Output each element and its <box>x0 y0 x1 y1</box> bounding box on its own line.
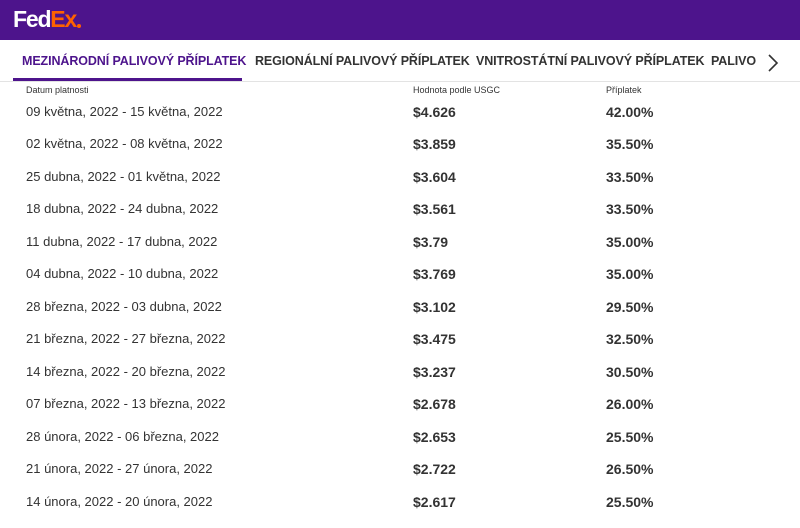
surcharge-percent: 35.00% <box>606 266 654 282</box>
usgc-value: $3.859 <box>413 136 456 152</box>
usgc-value: $3.237 <box>413 364 456 380</box>
date-range: 02 května, 2022 - 08 května, 2022 <box>26 136 223 151</box>
date-range: 14 února, 2022 - 20 února, 2022 <box>26 494 213 509</box>
table-row: 14 března, 2022 - 20 března, 2022 $3.237… <box>0 364 800 396</box>
column-header-date: Datum platnosti <box>26 85 89 95</box>
table-row: 21 února, 2022 - 27 února, 2022 $2.722 2… <box>0 461 800 493</box>
surcharge-percent: 26.50% <box>606 461 654 477</box>
date-range: 21 února, 2022 - 27 února, 2022 <box>26 461 213 476</box>
date-range: 09 května, 2022 - 15 května, 2022 <box>26 104 223 119</box>
date-range: 14 března, 2022 - 20 března, 2022 <box>26 364 226 379</box>
tabs-divider <box>0 81 800 82</box>
usgc-value: $2.678 <box>413 396 456 412</box>
usgc-value: $4.626 <box>413 104 456 120</box>
date-range: 11 dubna, 2022 - 17 dubna, 2022 <box>26 234 218 249</box>
date-range: 28 února, 2022 - 06 března, 2022 <box>26 429 219 444</box>
surcharge-percent: 25.50% <box>606 494 654 510</box>
table-row: 11 dubna, 2022 - 17 dubna, 2022 $3.79 35… <box>0 234 800 266</box>
tab-domestic-fuel-surcharge[interactable]: VNITROSTÁTNÍ PALIVOVÝ PŘÍPLATEK <box>476 54 705 68</box>
table-row: 02 května, 2022 - 08 května, 2022 $3.859… <box>0 136 800 168</box>
surcharge-percent: 30.50% <box>606 364 654 380</box>
active-tab-indicator <box>13 78 242 82</box>
column-header-value: Hodnota podle USGC <box>413 85 501 95</box>
surcharge-percent: 33.50% <box>606 169 654 185</box>
usgc-value: $3.475 <box>413 331 456 347</box>
chevron-right-icon[interactable] <box>760 51 784 75</box>
usgc-value: $3.561 <box>413 201 456 217</box>
usgc-value: $2.722 <box>413 461 456 477</box>
column-header-surcharge: Příplatek <box>606 85 642 95</box>
usgc-value: $2.653 <box>413 429 456 445</box>
surcharge-percent: 33.50% <box>606 201 654 217</box>
table-row: 25 dubna, 2022 - 01 května, 2022 $3.604 … <box>0 169 800 201</box>
date-range: 07 března, 2022 - 13 března, 2022 <box>26 396 226 411</box>
surcharge-percent: 29.50% <box>606 299 654 315</box>
usgc-value: $3.79 <box>413 234 449 250</box>
table-row: 28 února, 2022 - 06 března, 2022 $2.653 … <box>0 429 800 461</box>
usgc-value: $3.102 <box>413 299 456 315</box>
date-range: 18 dubna, 2022 - 24 dubna, 2022 <box>26 201 219 216</box>
fedex-logo[interactable]: FedEx <box>13 5 82 33</box>
date-range: 04 dubna, 2022 - 10 dubna, 2022 <box>26 266 219 281</box>
surcharge-percent: 25.50% <box>606 429 654 445</box>
surcharge-percent: 35.50% <box>606 136 654 152</box>
date-range: 28 března, 2022 - 03 dubna, 2022 <box>26 299 222 314</box>
table-row: 14 února, 2022 - 20 února, 2022 $2.617 2… <box>0 494 800 526</box>
tab-regional-fuel-surcharge[interactable]: REGIONÁLNÍ PALIVOVÝ PŘÍPLATEK <box>255 54 470 68</box>
usgc-value: $3.769 <box>413 266 456 282</box>
chevron-right-glyph <box>768 54 779 72</box>
surcharge-percent: 32.50% <box>606 331 654 347</box>
logo-fed: Fed <box>13 6 52 32</box>
table-row: 07 března, 2022 - 13 března, 2022 $2.678… <box>0 396 800 428</box>
table-row: 09 května, 2022 - 15 května, 2022 $4.626… <box>0 104 800 136</box>
logo-ex: Ex <box>50 6 77 32</box>
tab-fuel[interactable]: PALIVO <box>711 54 757 68</box>
usgc-value: $2.617 <box>413 494 456 510</box>
surcharge-percent: 26.00% <box>606 396 654 412</box>
surcharge-tabs: MEZINÁRODNÍ PALIVOVÝ PŘÍPLATEK REGIONÁLN… <box>0 40 800 82</box>
top-bar: FedEx <box>0 0 800 40</box>
table-row: 18 dubna, 2022 - 24 dubna, 2022 $3.561 3… <box>0 201 800 233</box>
logo-dot <box>77 24 82 28</box>
usgc-value: $3.604 <box>413 169 456 185</box>
date-range: 21 března, 2022 - 27 března, 2022 <box>26 331 226 346</box>
table-row: 04 dubna, 2022 - 10 dubna, 2022 $3.769 3… <box>0 266 800 298</box>
surcharge-percent: 42.00% <box>606 104 654 120</box>
table-row: 28 března, 2022 - 03 dubna, 2022 $3.102 … <box>0 299 800 331</box>
table-row: 21 března, 2022 - 27 března, 2022 $3.475… <box>0 331 800 363</box>
date-range: 25 dubna, 2022 - 01 května, 2022 <box>26 169 221 184</box>
tab-international-fuel-surcharge[interactable]: MEZINÁRODNÍ PALIVOVÝ PŘÍPLATEK <box>22 54 247 68</box>
surcharge-percent: 35.00% <box>606 234 654 250</box>
